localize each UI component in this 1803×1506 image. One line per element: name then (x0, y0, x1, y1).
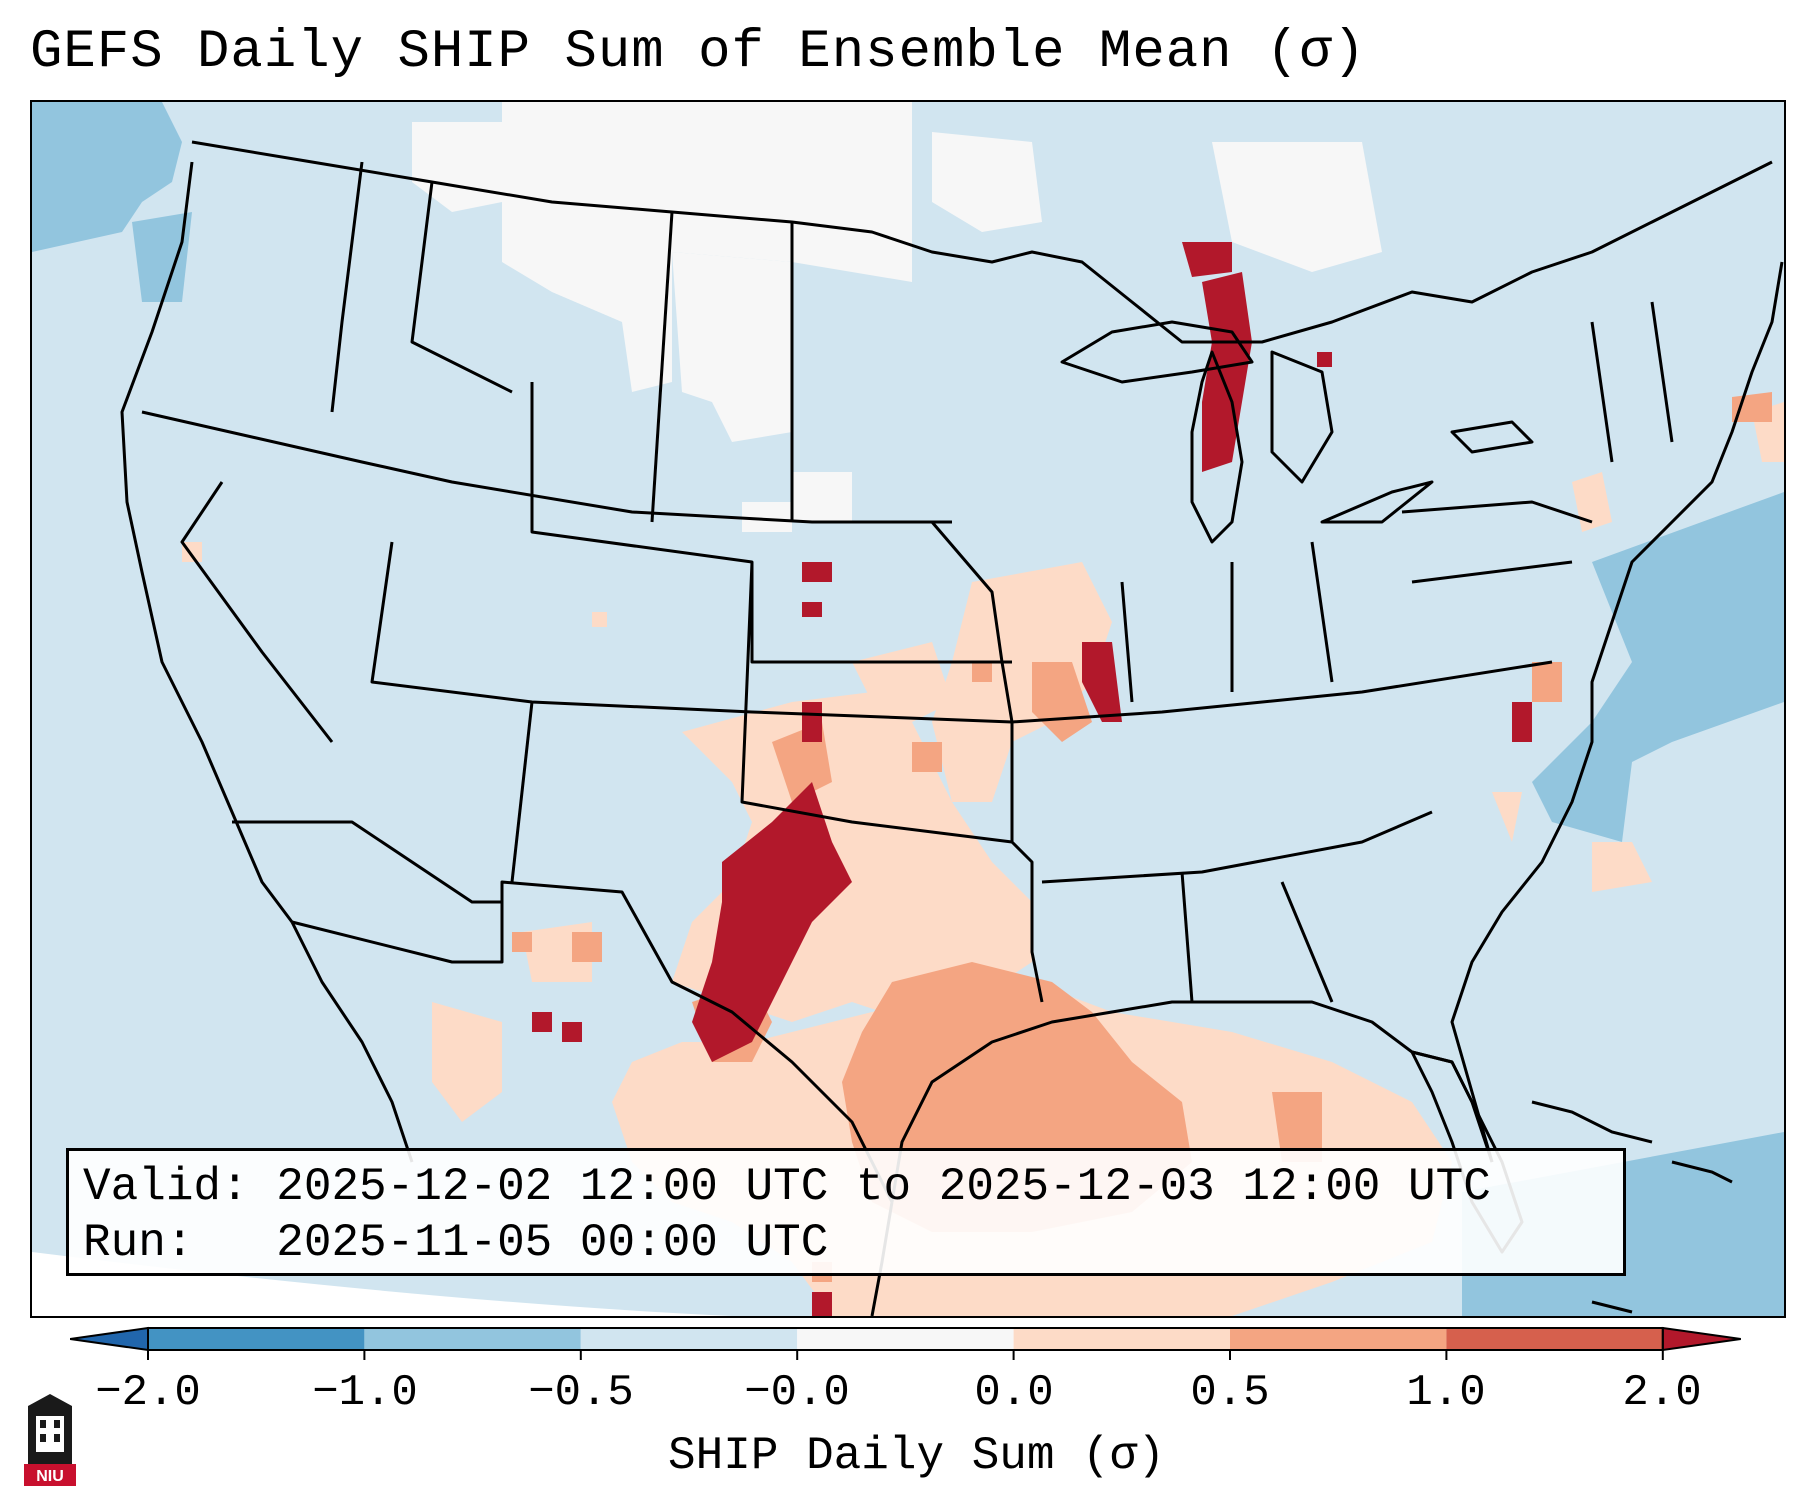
valid-run-info-box: Valid: 2025-12-02 12:00 UTC to 2025-12-0… (66, 1148, 1626, 1276)
map-canvas (32, 102, 1784, 1316)
state-line (1401, 500, 1593, 524)
colorbar-tick-label: −1.0 (312, 1368, 418, 1418)
state-line (1120, 581, 1134, 703)
state-line (1310, 541, 1334, 683)
colorbar (70, 1326, 1741, 1360)
state-line (1280, 881, 1334, 1003)
colorbar-outline (147, 1327, 1664, 1351)
strongly-positive-region (532, 242, 1532, 1316)
near-zero-region (412, 102, 1382, 532)
colorbar-segment (148, 1328, 365, 1350)
baja-california (290, 921, 414, 1163)
valid-time-line: Valid: 2025-12-02 12:00 UTC to 2025-12-0… (83, 1161, 1491, 1213)
colorbar-tick-label: −0.5 (528, 1368, 634, 1418)
colorbar-segment (1230, 1328, 1447, 1350)
state-line (330, 161, 364, 413)
colorbar-tick-label: −2.0 (95, 1368, 201, 1418)
west-coast (120, 161, 294, 923)
state-line (232, 820, 502, 904)
lake-superior (1060, 320, 1254, 384)
lake-michigan (1190, 350, 1244, 544)
us-canada-border (191, 140, 1773, 344)
state-line (740, 561, 1013, 844)
caribbean-islands (1531, 1100, 1733, 1314)
boundaries (120, 140, 1784, 1316)
state-line (1590, 321, 1614, 463)
map-panel (30, 100, 1786, 1318)
state-line (1650, 301, 1674, 443)
logo-text: NIU (36, 1468, 64, 1485)
colorbar-label: SHIP Daily Sum (σ) (668, 1430, 1165, 1482)
colorbar-tick-label: −0.0 (744, 1368, 850, 1418)
state-line (930, 521, 1014, 842)
niu-logo-icon: NIU (24, 1394, 76, 1486)
colorbar-segment (1013, 1328, 1230, 1350)
colorbar-tick-label: 0.5 (1190, 1368, 1270, 1418)
colorbar-segment (580, 1328, 798, 1350)
us-mexico-border (291, 880, 894, 1203)
colorbar-tick-label: 1.0 (1406, 1368, 1486, 1418)
colorbar-extend-max (1661, 1326, 1741, 1352)
colorbar-segment (797, 1328, 1014, 1350)
state-line (180, 481, 334, 743)
state-line (141, 410, 952, 524)
lake-erie (1320, 480, 1434, 524)
state-line (1180, 871, 1194, 1003)
colorbar-extend-min (70, 1326, 149, 1352)
state-line (1411, 560, 1573, 584)
colorbar-segment (364, 1328, 581, 1350)
colorbar-tick-label: 2.0 (1622, 1368, 1702, 1418)
colorbar-segment (1446, 1328, 1663, 1350)
east-coast (1450, 261, 1784, 1163)
run-time-line: Run: 2025-11-05 00:00 UTC (83, 1217, 829, 1269)
state-line (410, 181, 513, 394)
chart-title: GEFS Daily SHIP Sum of Ensemble Mean (σ) (30, 22, 1367, 83)
state-line (510, 701, 534, 883)
state-line (1011, 660, 1553, 724)
colorbar-tick-label: 0.0 (974, 1368, 1054, 1418)
state-line (1010, 840, 1044, 1003)
lake-ontario (1450, 420, 1534, 454)
state-line (650, 211, 674, 523)
projection-edge (32, 1252, 732, 1316)
lake-huron (1270, 350, 1334, 484)
state-line (1041, 810, 1433, 884)
